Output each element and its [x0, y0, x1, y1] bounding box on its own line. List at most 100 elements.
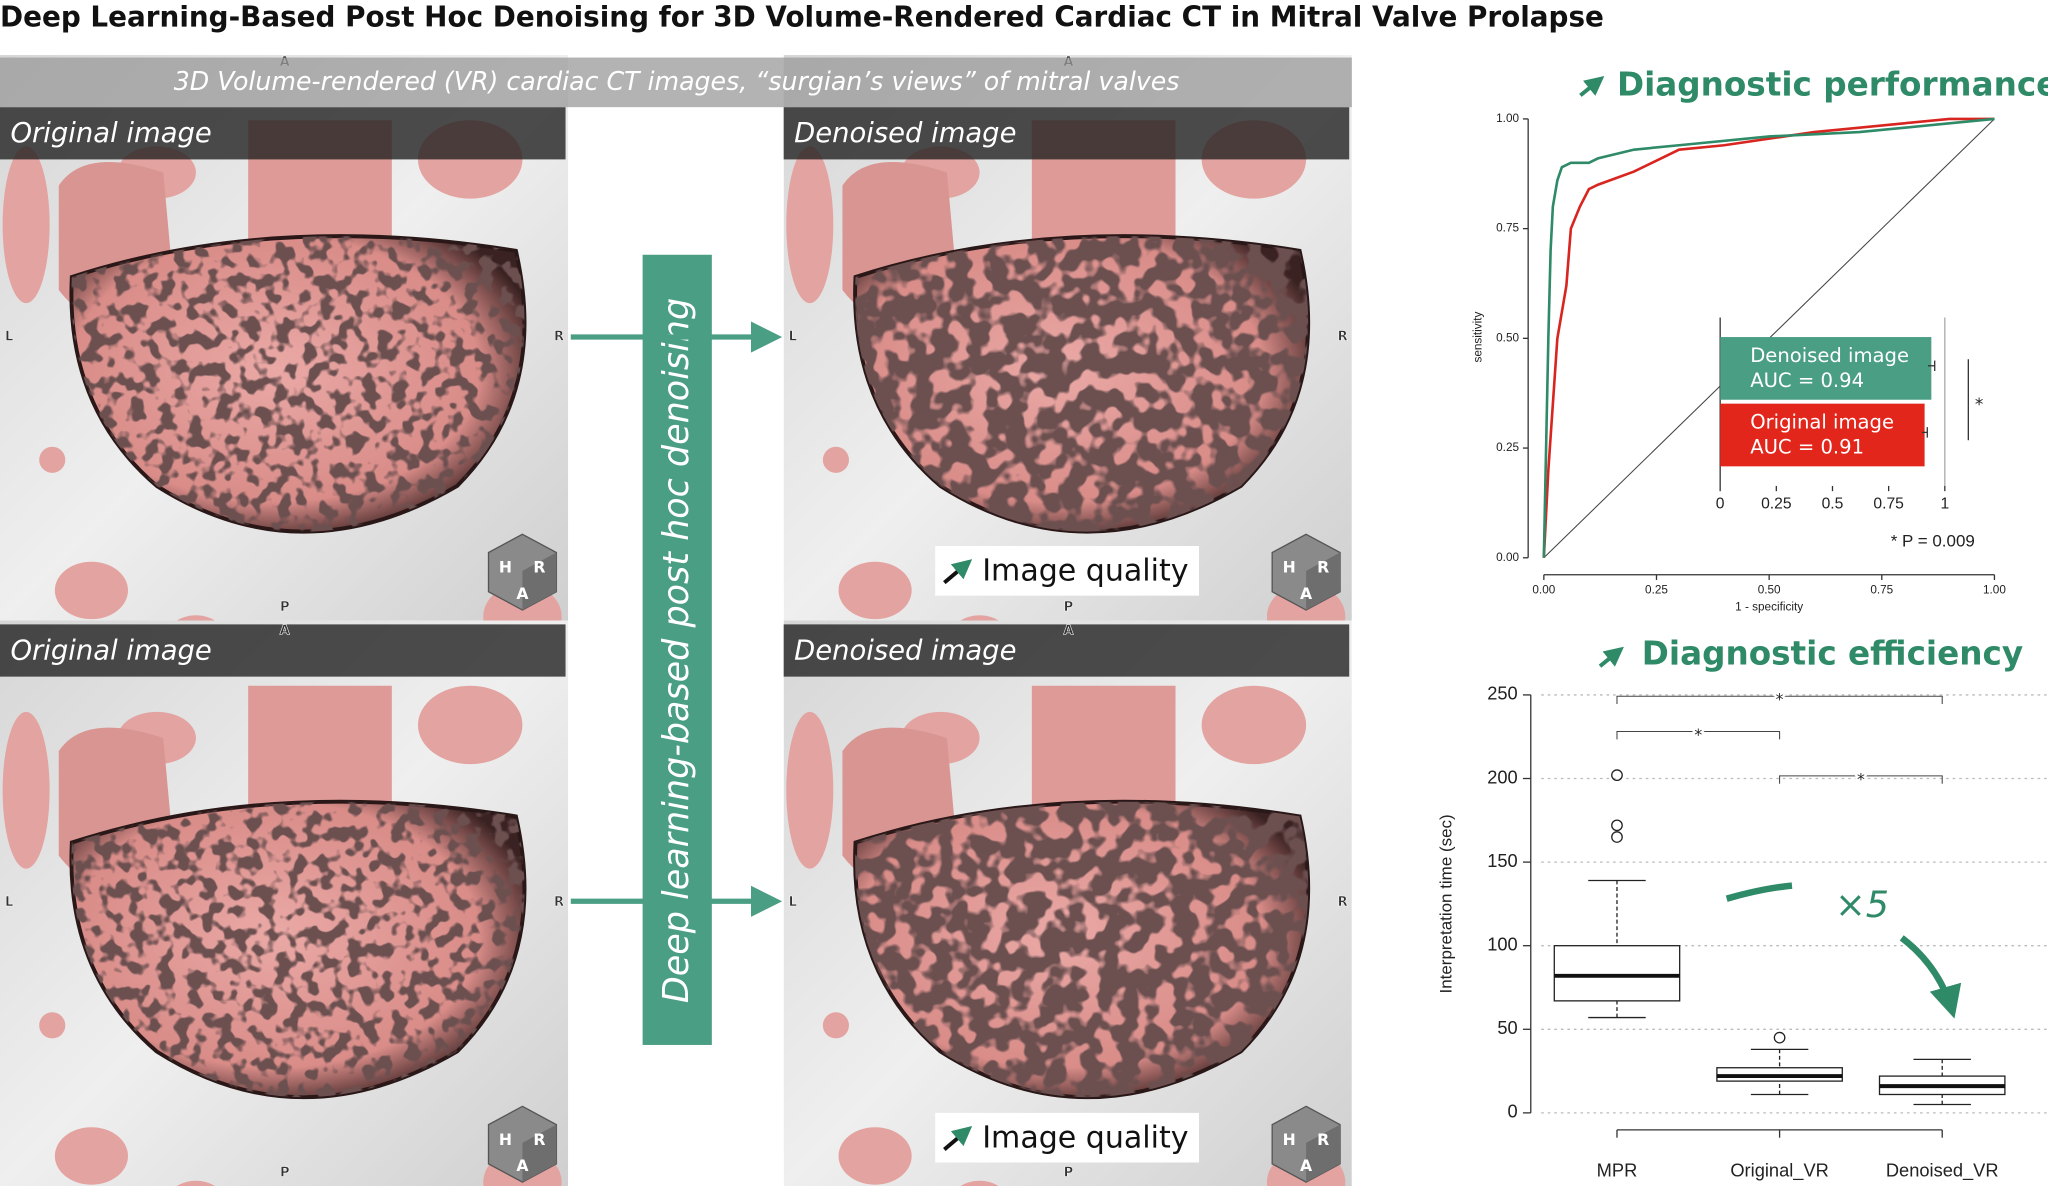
y-tick-label: 0.25: [1496, 441, 1519, 454]
charts: Diagnostic performance0.000.250.500.751.…: [1437, 65, 2048, 1181]
sig-bracket: [1616, 695, 1943, 705]
vessel: [786, 146, 834, 304]
outlier: [1611, 769, 1623, 782]
x-tick-label: Original_VR: [1730, 1159, 1828, 1181]
vessel: [54, 561, 128, 620]
method-label: Deep learning-based post hoc denoising: [656, 298, 697, 1003]
panel-label: Original image: [10, 118, 211, 149]
method-box: [642, 254, 712, 1045]
orientation-label: L: [5, 330, 13, 345]
y-tick-label: 250: [1487, 683, 1517, 704]
fold-arrow: [1725, 882, 1793, 902]
label-band: [783, 624, 1350, 677]
inset-tick-label: 1: [1940, 495, 1949, 512]
roc-curve: [1542, 117, 1995, 558]
banner: 3D Volume-rendered (VR) cardiac CT image…: [174, 67, 1180, 97]
y-axis-label: sensitivity: [1472, 311, 1485, 362]
y-tick-label: 1.00: [1496, 112, 1519, 125]
outlier: [1611, 831, 1623, 843]
orientation-label: R: [1338, 895, 1348, 910]
inset-tick-label: 0.5: [1822, 495, 1844, 512]
label-band: [0, 624, 566, 677]
vessel: [960, 1180, 999, 1187]
panel-label: Denoised image: [794, 118, 1016, 149]
orientation-label: P: [1064, 600, 1074, 615]
orientation-label: A: [280, 623, 291, 638]
quality-box: [935, 1112, 1200, 1163]
quality-label: Image quality: [982, 1120, 1188, 1155]
x-tick-label: MPR: [1597, 1159, 1638, 1180]
orientation-label: P: [280, 1165, 290, 1180]
x-tick-label: 1.00: [1983, 584, 2006, 597]
outlier: [1773, 1031, 1786, 1044]
significance: *: [1694, 725, 1702, 744]
label-band: [783, 107, 1350, 160]
cube-label: R: [533, 1130, 545, 1149]
inset-tick-label: 0.75: [1873, 495, 1904, 512]
orientation-label: R: [554, 895, 564, 910]
vessel: [39, 1012, 66, 1039]
atrium: [248, 685, 392, 817]
chart-title: Diagnostic efficiency: [1642, 635, 2023, 673]
x-tick-label: 0.50: [1758, 584, 1781, 597]
y-tick-label: 100: [1487, 934, 1517, 955]
speckle: [71, 801, 525, 1098]
vessel: [2, 711, 50, 869]
auc-bar: [1720, 337, 1932, 400]
orientation-label: L: [789, 895, 797, 910]
y-tick-label: 0.50: [1496, 331, 1519, 344]
cube-label: R: [1317, 558, 1329, 577]
y-tick-label: 0.00: [1496, 551, 1519, 564]
quality-arrow: [943, 559, 973, 585]
sig-bracket: [1779, 775, 1943, 784]
vessel: [786, 711, 834, 869]
cube-face: [1306, 1124, 1341, 1183]
vessel: [960, 615, 999, 621]
orientation-label: L: [789, 330, 797, 345]
quality-label: Image quality: [982, 554, 1188, 589]
vessel: [39, 446, 66, 473]
vessel: [2, 146, 50, 304]
cube-label: H: [1283, 1130, 1296, 1149]
vessel: [54, 1127, 128, 1185]
cube-face: [522, 552, 557, 611]
fold-change: ×5: [1835, 883, 1889, 926]
cube-label: R: [1317, 1130, 1329, 1149]
title-arrow: [1579, 75, 1605, 97]
quality-arrow: [943, 1126, 973, 1151]
vessel: [1201, 685, 1307, 765]
vessel: [822, 446, 849, 473]
y-tick-label: 0: [1508, 1101, 1518, 1122]
fold-arrow: [1899, 935, 1962, 1019]
roc-curve: [1542, 117, 1995, 558]
speckle: [71, 236, 525, 532]
y-tick-label: 200: [1487, 766, 1517, 787]
ct-image: [783, 54, 1352, 621]
cube-label: A: [516, 1156, 529, 1175]
y-tick-label: 50: [1497, 1017, 1517, 1038]
x-tick-label: 0.00: [1532, 584, 1555, 597]
orientation-label: P: [280, 600, 290, 615]
bar-category: Denoised image: [1750, 344, 1909, 367]
significance: *: [1975, 395, 1983, 415]
quality-box: [935, 546, 1200, 596]
bar-value-label: AUC = 0.94: [1750, 369, 1864, 392]
sig-bracket: [1616, 730, 1781, 740]
vessel: [822, 1012, 849, 1039]
orientation-label: A: [1063, 623, 1074, 638]
banner-bg: [0, 57, 1352, 108]
vessel: [417, 685, 523, 765]
auc-bar: [1720, 403, 1925, 467]
cube-label: H: [499, 1130, 512, 1149]
significance: *: [1857, 769, 1865, 788]
page-title: Deep Learning-Based Post Hoc Denoising f…: [0, 0, 1604, 33]
vessel: [838, 561, 912, 620]
x-tick-label: Denoised_VR: [1886, 1159, 1999, 1181]
chart-title: Diagnostic performance: [1617, 65, 2048, 103]
y-axis-label: Interpretation time (sec): [1437, 814, 1456, 993]
y-tick-label: 0.75: [1496, 222, 1519, 235]
orientation-label: P: [1064, 1165, 1074, 1180]
speckle: [855, 236, 1309, 532]
ct-image: [0, 620, 569, 1187]
